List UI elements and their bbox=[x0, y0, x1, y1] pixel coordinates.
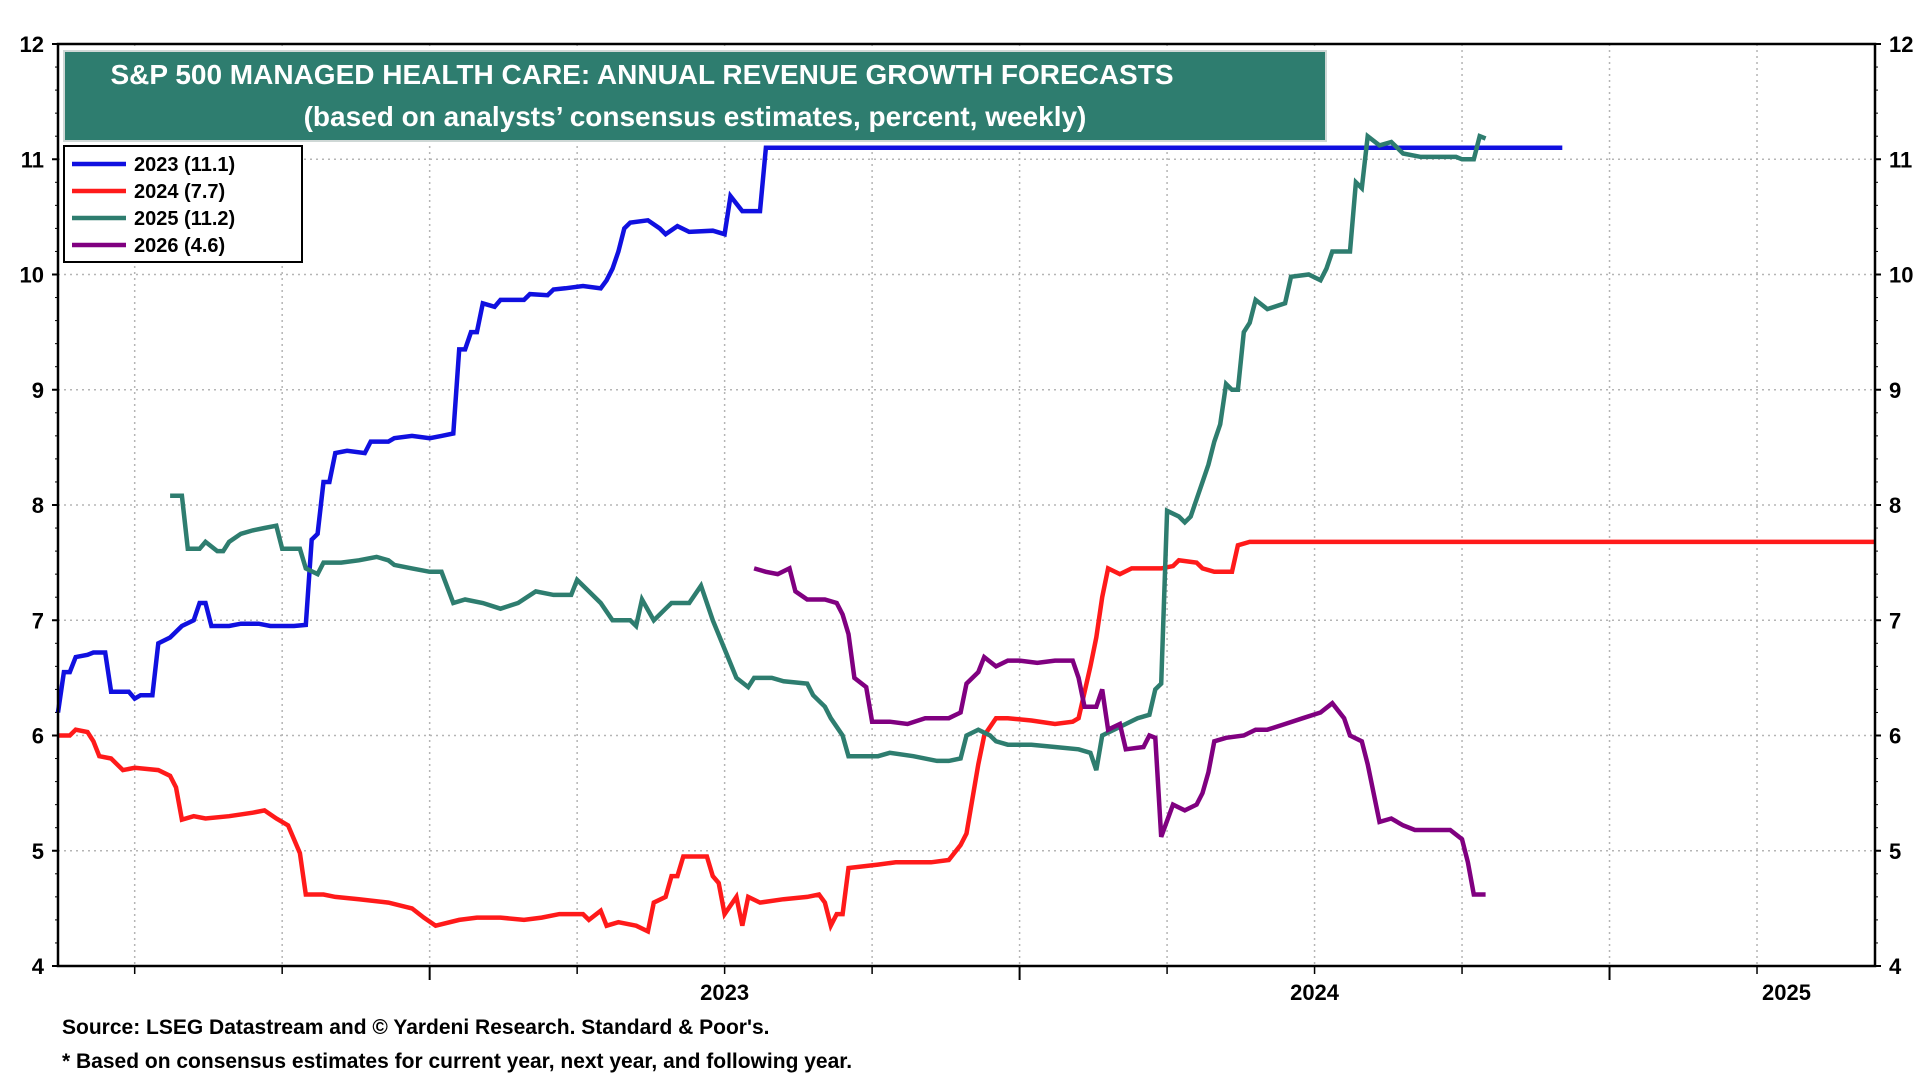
series-lines bbox=[55, 131, 1875, 935]
x-year-label: 2023 bbox=[700, 980, 749, 1005]
source-note: Source: LSEG Datastream and © Yardeni Re… bbox=[62, 1016, 770, 1039]
y-tick-label-right: 10 bbox=[1889, 263, 1913, 288]
plot-frame bbox=[56, 42, 1877, 968]
y-tick-label-right: 8 bbox=[1889, 493, 1901, 518]
series-line-2 bbox=[58, 539, 1875, 935]
y-tick-label-right: 9 bbox=[1889, 378, 1901, 403]
y-tick-label-left: 6 bbox=[32, 724, 44, 749]
y-tick-label-right: 11 bbox=[1889, 147, 1912, 172]
y-tick-label-left: 10 bbox=[20, 263, 44, 288]
title-box: S&P 500 MANAGED HEALTH CARE: ANNUAL REVE… bbox=[63, 50, 1327, 142]
legend-label: 2026 (4.6) bbox=[134, 235, 225, 257]
estimates-note: * Based on consensus estimates for curre… bbox=[62, 1050, 853, 1073]
title-background bbox=[63, 50, 1327, 142]
x-year-label: 2024 bbox=[1290, 980, 1340, 1005]
y-tick-label-right: 5 bbox=[1889, 839, 1901, 864]
series-line-1 bbox=[55, 145, 1563, 713]
y-tick-label-left: 12 bbox=[20, 32, 44, 57]
y-tick-label-left: 8 bbox=[32, 493, 44, 518]
chart-title: S&P 500 MANAGED HEALTH CARE: ANNUAL REVE… bbox=[110, 59, 1173, 90]
legend-label: 2024 (7.7) bbox=[134, 181, 225, 203]
legend-label: 2023 (11.1) bbox=[134, 154, 235, 176]
y-tick-label-right: 4 bbox=[1889, 954, 1902, 979]
axes: 4 4 5 5 6 6 7 7 8 8 9 9 10 10 11 11 12 12 2023 2024 2025 bbox=[20, 32, 1914, 1005]
series-line-3 bbox=[170, 131, 1487, 771]
x-year-label: 2025 bbox=[1762, 980, 1811, 1005]
y-tick-label-right: 7 bbox=[1889, 608, 1901, 633]
legend-label: 2025 (11.2) bbox=[134, 208, 235, 230]
y-tick-label-left: 4 bbox=[32, 954, 45, 979]
y-tick-label-left: 5 bbox=[32, 839, 44, 864]
y-tick-label-right: 12 bbox=[1889, 32, 1913, 57]
series-line-4 bbox=[753, 565, 1486, 897]
grid bbox=[58, 44, 1875, 966]
y-tick-label-left: 7 bbox=[32, 608, 44, 633]
y-tick-label-right: 6 bbox=[1889, 724, 1901, 749]
y-tick-label-left: 11 bbox=[21, 147, 44, 172]
chart-subtitle: (based on analysts’ consensus estimates,… bbox=[304, 101, 1087, 132]
legend: 2023 (11.1) 2024 (7.7) 2025 (11.2) 2026 (4.… bbox=[63, 145, 303, 263]
y-tick-label-left: 9 bbox=[32, 378, 44, 403]
